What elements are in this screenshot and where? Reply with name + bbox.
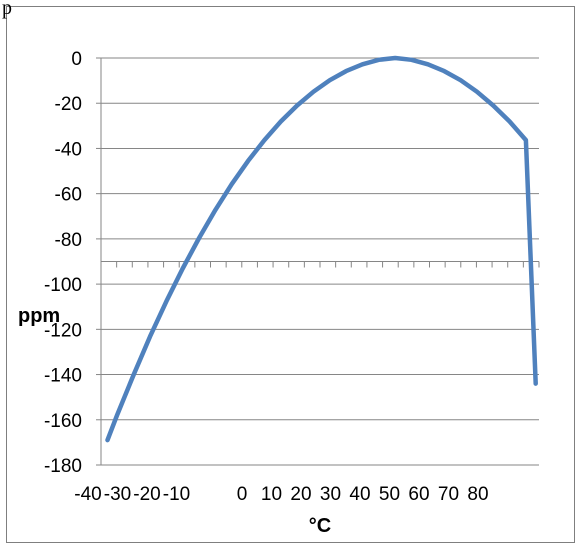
y-axis-title: ppm — [18, 305, 60, 327]
chart-border — [6, 6, 575, 543]
y-tick-label: -100 — [44, 275, 82, 296]
series-line — [105, 55, 538, 443]
series-layer — [105, 55, 538, 443]
x-tick-label: 70 — [438, 484, 459, 505]
y-tick-label: -40 — [55, 139, 82, 160]
x-tick-label: -10 — [163, 484, 190, 505]
x-axis-title: °C — [309, 515, 331, 537]
y-tick-label: -160 — [44, 411, 82, 432]
x-tick-label: 50 — [379, 484, 400, 505]
y-tick-label: -60 — [55, 185, 82, 206]
y-tick-label: -20 — [55, 94, 82, 115]
x-tick-label: 0 — [237, 484, 248, 505]
x-tick-label: 60 — [408, 484, 429, 505]
x-tick-label: 40 — [349, 484, 370, 505]
top-text-fragment: p — [2, 0, 12, 19]
y-tick-label: -180 — [44, 456, 82, 477]
y-tick-label: -80 — [55, 230, 82, 251]
x-tick-label: -20 — [133, 484, 160, 505]
y-tick-labels: 0 -20 -40 -60 -80 -100 -120 -140 -160 -180 — [44, 49, 82, 477]
x-tick-label: 80 — [467, 484, 488, 505]
x-tick-label: -40 — [74, 484, 101, 505]
y-tick-label: -120 — [44, 320, 82, 341]
y-tick-label: 0 — [71, 49, 82, 70]
x-tick-labels: -40 -30 -20 -10 0 10 20 30 40 50 60 70 80 — [74, 484, 488, 505]
x-tick-label: 20 — [290, 484, 311, 505]
axes — [96, 57, 540, 466]
y-tick-label: -140 — [44, 366, 82, 387]
x-tick-label: -30 — [104, 484, 131, 505]
x-tick-label: 10 — [261, 484, 282, 505]
x-tick-label: 30 — [320, 484, 341, 505]
